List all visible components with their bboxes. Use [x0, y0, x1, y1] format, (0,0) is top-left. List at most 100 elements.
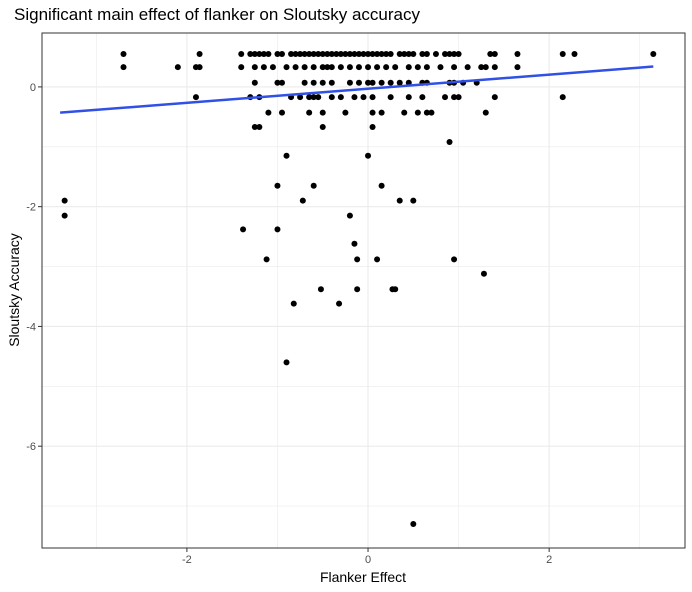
data-point [419, 50, 426, 57]
data-point [274, 79, 281, 86]
data-point [437, 64, 444, 71]
data-point [451, 94, 458, 101]
data-point [61, 212, 68, 219]
data-points [61, 50, 657, 528]
data-point [410, 50, 417, 57]
data-point [328, 50, 335, 57]
data-point [310, 50, 317, 57]
data-point [559, 50, 566, 57]
data-point [360, 94, 367, 101]
data-point [369, 109, 376, 116]
grid-minor [42, 33, 685, 548]
data-point [451, 50, 458, 57]
data-point [396, 50, 403, 57]
data-point [432, 50, 439, 57]
data-point [383, 50, 390, 57]
data-point [290, 300, 297, 307]
x-axis-title: Flanker Effect [320, 569, 406, 585]
data-point [265, 50, 272, 57]
data-point [378, 79, 385, 86]
data-point [306, 50, 313, 57]
data-point [337, 64, 344, 71]
data-point [346, 212, 353, 219]
data-point [387, 94, 394, 101]
data-point [482, 109, 489, 116]
data-point [174, 64, 181, 71]
chart-title: Significant main effect of flanker on Sl… [14, 5, 420, 24]
data-point [378, 182, 385, 189]
data-point [423, 109, 430, 116]
data-point [319, 64, 326, 71]
data-point [414, 64, 421, 71]
data-point [310, 182, 317, 189]
data-point [292, 50, 299, 57]
data-point [196, 64, 203, 71]
data-point [260, 50, 267, 57]
y-tick-label: -2 [26, 202, 36, 214]
data-point [374, 64, 381, 71]
data-point [337, 94, 344, 101]
x-tick-label: 2 [546, 554, 552, 566]
data-point [288, 50, 295, 57]
data-point [514, 50, 521, 57]
grid-major [42, 33, 685, 548]
y-axis-title: Sloutsky Accuracy [6, 233, 22, 347]
data-point [482, 64, 489, 71]
data-point [274, 182, 281, 189]
data-point [317, 286, 324, 293]
data-point [491, 50, 498, 57]
data-point [355, 79, 362, 86]
data-point [324, 64, 331, 71]
data-point [301, 79, 308, 86]
data-point [351, 240, 358, 247]
data-point [392, 286, 399, 293]
data-point [278, 50, 285, 57]
data-point [451, 256, 458, 263]
data-point [274, 226, 281, 233]
data-point [351, 94, 358, 101]
data-point [369, 79, 376, 86]
data-point [423, 64, 430, 71]
data-point [120, 50, 127, 57]
data-point [278, 109, 285, 116]
data-point [247, 50, 254, 57]
data-point [297, 50, 304, 57]
data-point [240, 226, 247, 233]
data-point [387, 50, 394, 57]
data-point [310, 64, 317, 71]
data-point [120, 64, 127, 71]
data-point [354, 256, 361, 263]
data-point [423, 50, 430, 57]
y-axis: -6 -4 -2 0 [26, 82, 42, 453]
data-point [238, 64, 245, 71]
data-point [378, 109, 385, 116]
data-point [455, 94, 462, 101]
data-point [410, 197, 417, 204]
data-point [355, 50, 362, 57]
data-point [260, 64, 267, 71]
data-point [251, 64, 258, 71]
data-point [301, 64, 308, 71]
data-point [405, 94, 412, 101]
data-point [369, 50, 376, 57]
data-point [369, 94, 376, 101]
data-point [455, 50, 462, 57]
data-point [442, 94, 449, 101]
data-point [360, 50, 367, 57]
data-point [414, 109, 421, 116]
data-point [319, 50, 326, 57]
data-point [297, 94, 304, 101]
data-point [346, 79, 353, 86]
data-point [301, 50, 308, 57]
data-point [365, 79, 372, 86]
data-point [265, 109, 272, 116]
data-point [354, 286, 361, 293]
data-point [328, 79, 335, 86]
data-point [319, 109, 326, 116]
data-point [451, 64, 458, 71]
data-point [405, 50, 412, 57]
y-tick-label: 0 [30, 82, 36, 94]
data-point [319, 124, 326, 131]
data-point [269, 64, 276, 71]
data-point [383, 64, 390, 71]
